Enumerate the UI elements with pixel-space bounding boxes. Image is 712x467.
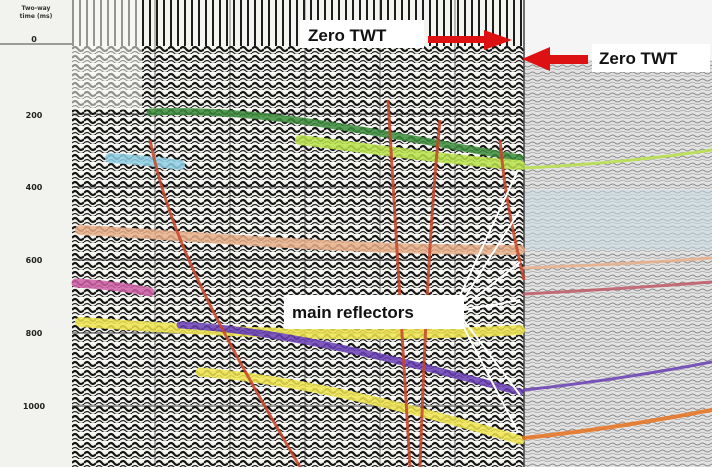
time-axis-panel [0,0,72,467]
zero-twt-left-box [300,20,424,48]
zero-twt-right-label: Zero TWT [599,49,678,68]
tick-800: 800 [26,329,43,338]
axis-header-line-1: Two-way [22,5,51,12]
tick-200: 200 [26,111,43,120]
tick-1000: 1000 [23,402,46,411]
tick-400: 400 [26,183,43,192]
zero-twt-left-label: Zero TWT [308,26,387,45]
tick-600: 600 [26,256,43,265]
processed-seismic-section [523,0,712,467]
axis-header-line-2: time (ms) [20,13,53,20]
tick-0: 0 [31,35,37,44]
zero-twt-right-box [592,44,710,72]
zero-twt-right-arrow [522,47,588,71]
main-reflectors-label: main reflectors [292,303,414,322]
main-reflectors-box [284,295,464,329]
paper-seismic-section [72,0,524,467]
fault-lines [148,99,526,467]
zero-twt-left-arrow [428,30,512,50]
reflector-pointer-lines [457,169,521,433]
